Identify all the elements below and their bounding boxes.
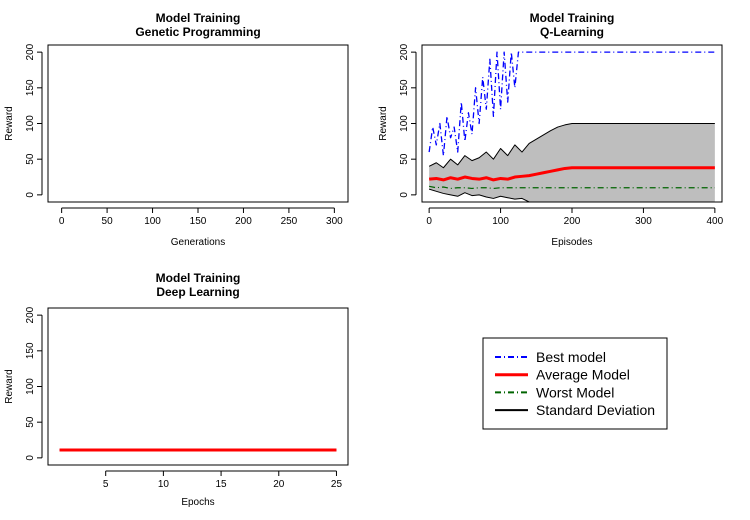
y-tick-label: 0: [25, 455, 36, 461]
x-tick-label: 250: [281, 216, 298, 227]
x-tick-label: 200: [235, 216, 252, 227]
x-tick-label: 25: [331, 479, 343, 490]
x-axis: 0 50 100 150 200 250 300: [59, 207, 343, 227]
x-tick-label: 15: [216, 479, 228, 490]
x-axis-label: Generations: [171, 237, 225, 248]
chart-subtitle: Deep Learning: [156, 285, 239, 299]
legend-box: [482, 337, 668, 430]
y-tick-label: 150: [25, 79, 36, 96]
y-tick-label: 50: [25, 416, 36, 428]
x-tick-label: 5: [103, 479, 109, 490]
plot-frame: [47, 44, 349, 203]
chart-title: Model Training: [156, 271, 241, 285]
plot-frame: [421, 44, 723, 203]
x-tick-label: 150: [190, 216, 207, 227]
x-tick-label: 0: [59, 216, 65, 227]
y-axis-label: Reward: [378, 106, 389, 140]
x-tick-label: 50: [102, 216, 114, 227]
x-axis-label: Epochs: [181, 497, 214, 508]
series-line-average: [428, 166, 715, 182]
chart-subtitle: Q-Learning: [540, 25, 604, 39]
sd-band: [429, 123, 715, 202]
x-axis: 5 10 15 20 25: [103, 470, 343, 490]
y-axis: 0 50 100 150 200: [25, 43, 43, 198]
x-tick-label: 100: [144, 216, 161, 227]
x-tick-label: 300: [635, 216, 652, 227]
y-tick-label: 200: [25, 306, 36, 323]
legend-label: Average Model: [536, 367, 630, 383]
chart-title: Model Training: [156, 11, 241, 25]
x-tick-label: 20: [273, 479, 285, 490]
y-axis-label: Reward: [4, 369, 15, 403]
y-tick-label: 50: [25, 153, 36, 165]
y-tick-label: 200: [399, 43, 410, 60]
x-axis-label: Episodes: [551, 237, 592, 248]
y-axis: 0 50 100 150 200: [399, 43, 417, 198]
y-axis: 0 50 100 150 200: [25, 306, 43, 461]
series-line-sd: [428, 188, 715, 202]
x-tick-label: 200: [564, 216, 581, 227]
x-axis: 0 100 200 300 400: [426, 207, 724, 227]
y-tick-label: 100: [399, 115, 410, 132]
y-tick-label: 100: [25, 115, 36, 132]
series-line-worst: [429, 185, 715, 190]
x-tick-label: 0: [426, 216, 432, 227]
x-tick-label: 400: [707, 216, 724, 227]
y-tick-label: 0: [25, 192, 36, 198]
y-axis-label: Reward: [4, 106, 15, 140]
legend-label: Best model: [536, 349, 606, 365]
x-tick-label: 100: [492, 216, 509, 227]
x-tick-label: 300: [326, 216, 343, 227]
y-tick-label: 200: [25, 43, 36, 60]
plot-data: [428, 51, 715, 202]
y-tick-label: 0: [399, 192, 410, 198]
legend-label: Standard Deviation: [536, 402, 655, 418]
plot-frame: [47, 307, 349, 466]
legend-label: Worst Model: [536, 384, 614, 400]
series-line-best: [428, 51, 715, 157]
series-line-sd: [428, 123, 715, 169]
chart-title: Model Training: [530, 11, 615, 25]
y-tick-label: 150: [399, 79, 410, 96]
chart-subtitle: Genetic Programming: [135, 25, 260, 39]
y-tick-label: 150: [25, 342, 36, 359]
y-tick-label: 50: [399, 153, 410, 165]
y-tick-label: 100: [25, 378, 36, 395]
x-tick-label: 10: [158, 479, 170, 490]
